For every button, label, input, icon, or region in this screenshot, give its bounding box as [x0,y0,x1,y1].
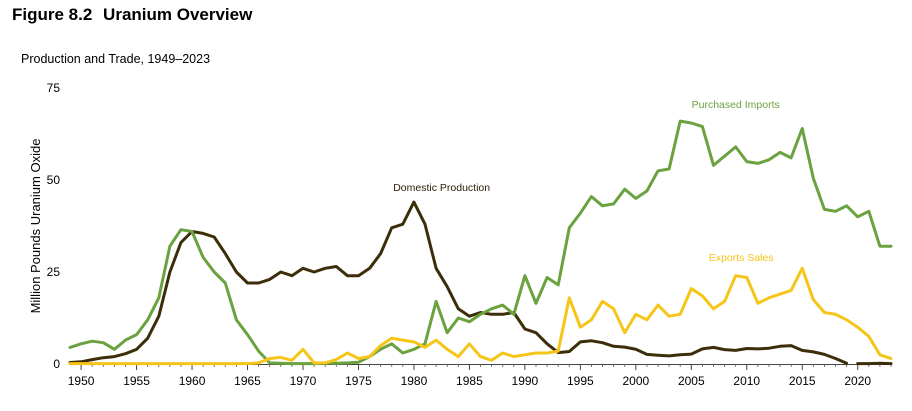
series-line-exports-sales [68,266,893,366]
series-line-purchased-imports [68,119,893,366]
series-label-exports-sales: Exports Sales [709,252,774,264]
x-tick-label: 2020 [844,374,871,388]
x-tick-label: 1965 [234,374,261,388]
x-tick-label: 1990 [512,374,539,388]
figure-title-text: Uranium Overview [103,5,253,24]
x-tick-label: 1950 [68,374,95,388]
x-tick-label: 2000 [622,374,649,388]
x-tick-label: 1980 [401,374,428,388]
x-tick-label: 1985 [456,374,483,388]
figure-title: Figure 8.2 Uranium Overview [12,5,252,25]
y-tick-label: 25 [47,265,61,279]
x-tick-label: 1955 [123,374,150,388]
x-tick-label: 1970 [290,374,317,388]
x-tick-label: 1960 [179,374,206,388]
figure-number: Figure 8.2 [12,5,93,24]
x-tick-label: 2015 [789,374,816,388]
series-label-domestic-production: Domestic Production [393,182,490,194]
x-tick-label: 2010 [733,374,760,388]
series-labels: Domestic Production Purchased Imports Expo… [393,99,780,264]
chart-subtitle: Production and Trade, 1949–2023 [21,52,211,66]
x-tick-label: 1975 [345,374,372,388]
y-tick-label: 0 [53,357,60,371]
y-tick-label: 50 [47,173,61,187]
series-line-domestic-production [68,200,849,365]
series-label-purchased-imports: Purchased Imports [692,99,780,111]
y-axis-label: Million Pounds Uranium Oxide [28,139,43,314]
chart-axes: 0 25 50 75 1950 1955 1960 1965 1970 1975 1980 1985 1… [47,81,892,388]
x-tick-label: 1995 [567,374,594,388]
y-tick-label: 75 [47,81,61,95]
series-layer [68,119,893,366]
x-tick-label: 2005 [678,374,705,388]
